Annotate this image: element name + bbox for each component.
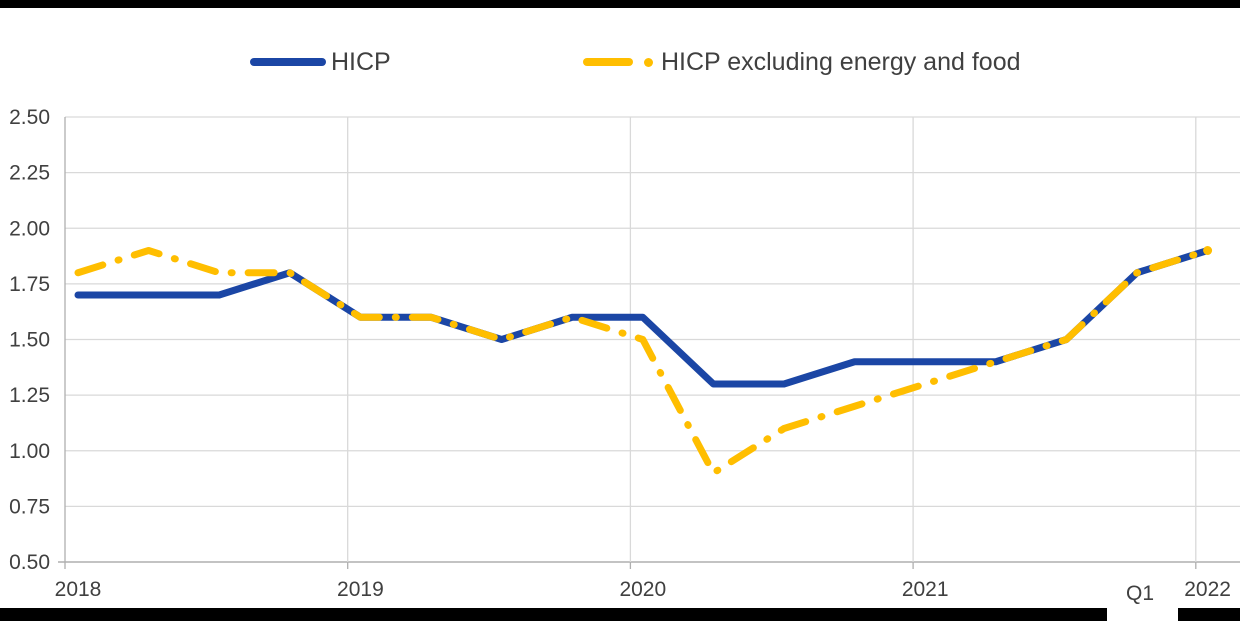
y-axis-tick-label: 0.50	[9, 551, 50, 574]
x-axis-tick-label: 2022	[1184, 578, 1231, 601]
legend-item-hicp: HICP	[250, 48, 391, 76]
y-axis-tick-label: 2.25	[9, 162, 50, 185]
legend-swatch-hicp	[250, 58, 326, 66]
x-axis-tick-label: 2020	[619, 578, 666, 601]
q1-label-notch	[1107, 606, 1178, 621]
x-axis-tick-label: 2019	[337, 578, 384, 601]
legend-item-hicp-excluding: HICP excluding energy and food	[583, 48, 1021, 76]
y-axis-tick-label: 1.00	[9, 440, 50, 463]
legend-label-hicp-excluding: HICP excluding energy and food	[661, 47, 1021, 76]
y-axis-tick-label: 1.50	[9, 329, 50, 352]
x-axis-tick-label: 2018	[55, 578, 102, 601]
y-axis-tick-label: 0.75	[9, 495, 50, 518]
y-axis-tick-label: 2.00	[9, 217, 50, 240]
hicp-excluding-energy-and-food-line	[74, 247, 1212, 477]
y-axis-tick-label: 1.25	[9, 384, 50, 407]
x-axis-q1-annotation: Q1	[1126, 582, 1155, 605]
legend-swatch-dash	[583, 58, 633, 66]
y-axis-tick-label: 2.50	[9, 106, 50, 129]
legend-label-hicp: HICP	[331, 47, 391, 76]
series-end-dot	[1203, 246, 1213, 255]
legend-swatch-dot	[644, 57, 653, 67]
top-border-bar	[0, 0, 1240, 8]
y-axis-tick-label: 1.75	[9, 273, 50, 296]
x-axis-tick-label: 2021	[902, 578, 949, 601]
bottom-border-bar	[0, 608, 1240, 621]
